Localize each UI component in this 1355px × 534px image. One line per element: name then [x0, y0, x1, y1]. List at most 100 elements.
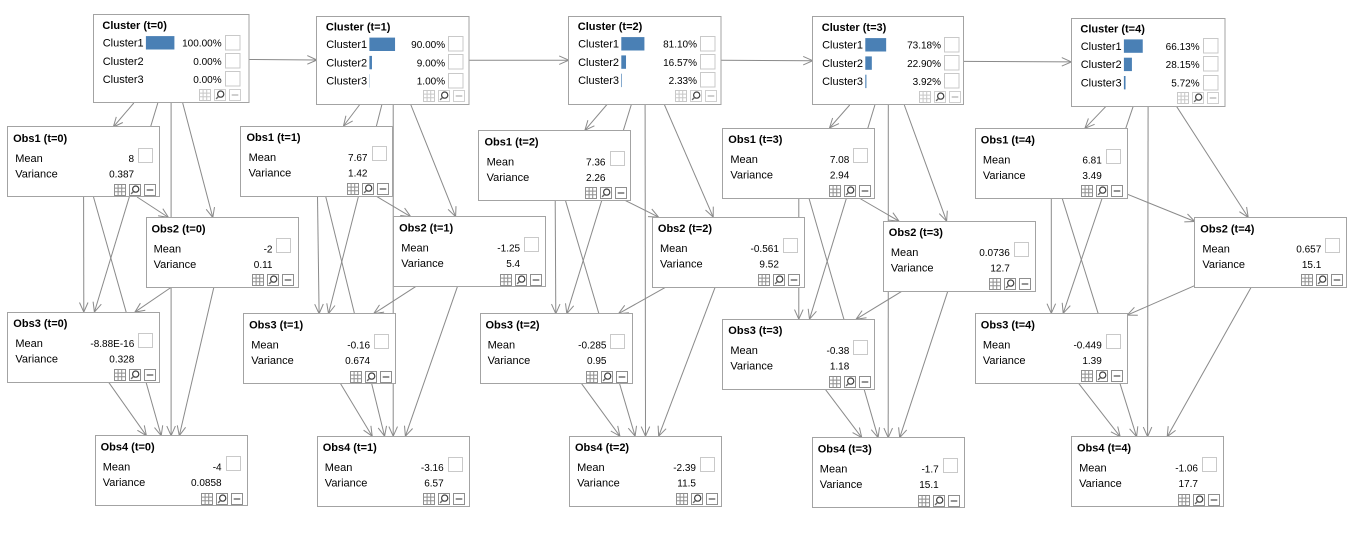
svg-text:Variance: Variance — [730, 361, 773, 373]
svg-text:6.81: 6.81 — [1082, 155, 1102, 166]
svg-text:Variance: Variance — [983, 170, 1026, 182]
svg-text:0.00%: 0.00% — [193, 75, 221, 86]
svg-text:-2: -2 — [264, 245, 273, 256]
svg-text:-1.06: -1.06 — [1175, 464, 1198, 475]
svg-text:Obs1 (t=4): Obs1 (t=4) — [981, 134, 1035, 146]
svg-text:Obs2 (t=4): Obs2 (t=4) — [1200, 223, 1254, 235]
svg-text:7.67: 7.67 — [348, 153, 368, 164]
svg-text:0.674: 0.674 — [345, 356, 370, 367]
svg-text:Cluster3: Cluster3 — [1081, 77, 1122, 89]
svg-text:0.0858: 0.0858 — [191, 478, 222, 489]
svg-text:Mean: Mean — [325, 462, 353, 474]
svg-text:Variance: Variance — [1202, 259, 1245, 271]
svg-text:Variance: Variance — [154, 259, 197, 271]
svg-text:Variance: Variance — [730, 170, 773, 182]
svg-text:73.18%: 73.18% — [907, 41, 941, 52]
svg-text:Variance: Variance — [488, 355, 531, 367]
svg-text:9.00%: 9.00% — [417, 58, 445, 69]
svg-text:Mean: Mean — [15, 338, 43, 350]
svg-text:-3.16: -3.16 — [421, 463, 444, 474]
svg-text:Variance: Variance — [15, 354, 58, 366]
svg-text:28.15%: 28.15% — [1166, 60, 1200, 71]
svg-text:Obs3 (t=0): Obs3 (t=0) — [13, 318, 67, 330]
svg-text:Variance: Variance — [401, 258, 444, 270]
svg-text:Variance: Variance — [249, 168, 292, 180]
svg-text:Obs4 (t=1): Obs4 (t=1) — [323, 442, 377, 454]
svg-text:Cluster1: Cluster1 — [1081, 41, 1122, 53]
svg-text:12.7: 12.7 — [990, 264, 1010, 275]
svg-text:Cluster (t=0): Cluster (t=0) — [102, 20, 167, 32]
svg-text:16.57%: 16.57% — [663, 58, 697, 69]
svg-text:7.08: 7.08 — [830, 155, 850, 166]
svg-text:Variance: Variance — [103, 477, 146, 489]
svg-text:Obs4 (t=4): Obs4 (t=4) — [1077, 443, 1131, 455]
svg-text:-1.7: -1.7 — [921, 465, 939, 476]
svg-text:-0.449: -0.449 — [1073, 340, 1102, 351]
svg-text:Cluster (t=1): Cluster (t=1) — [326, 22, 391, 34]
svg-text:Cluster (t=3): Cluster (t=3) — [822, 22, 887, 34]
svg-text:Obs1 (t=2): Obs1 (t=2) — [485, 136, 539, 148]
svg-text:11.5: 11.5 — [677, 479, 696, 490]
svg-text:Obs3 (t=3): Obs3 (t=3) — [728, 325, 782, 337]
svg-text:Variance: Variance — [15, 169, 58, 181]
svg-text:81.10%: 81.10% — [663, 40, 697, 51]
svg-text:Variance: Variance — [983, 355, 1026, 367]
svg-text:66.13%: 66.13% — [1166, 42, 1200, 53]
svg-text:15.1: 15.1 — [919, 480, 939, 491]
svg-text:Obs1 (t=3): Obs1 (t=3) — [728, 134, 782, 146]
svg-text:Variance: Variance — [577, 478, 620, 490]
svg-text:Obs1 (t=1): Obs1 (t=1) — [247, 132, 301, 144]
svg-text:0.387: 0.387 — [109, 170, 134, 181]
svg-text:6.57: 6.57 — [424, 479, 444, 490]
svg-text:Mean: Mean — [891, 247, 919, 259]
svg-text:Cluster2: Cluster2 — [103, 56, 144, 68]
svg-text:3.49: 3.49 — [1082, 171, 1102, 182]
svg-text:Mean: Mean — [103, 462, 131, 474]
svg-text:2.33%: 2.33% — [669, 76, 697, 87]
svg-text:Cluster (t=2): Cluster (t=2) — [578, 21, 643, 33]
svg-text:Cluster2: Cluster2 — [578, 57, 619, 69]
svg-text:90.00%: 90.00% — [411, 40, 445, 51]
svg-text:1.18: 1.18 — [830, 362, 850, 373]
svg-text:8: 8 — [129, 154, 135, 165]
svg-text:Variance: Variance — [1079, 478, 1122, 490]
svg-text:2.94: 2.94 — [830, 171, 850, 182]
svg-text:Mean: Mean — [401, 243, 429, 255]
svg-text:Cluster3: Cluster3 — [578, 75, 619, 87]
svg-text:3.92%: 3.92% — [913, 77, 941, 88]
svg-text:Mean: Mean — [1079, 463, 1107, 475]
svg-text:Variance: Variance — [660, 259, 703, 271]
svg-text:9.52: 9.52 — [759, 260, 779, 271]
svg-text:2.26: 2.26 — [586, 173, 606, 184]
svg-text:-2.39: -2.39 — [673, 463, 696, 474]
svg-text:Variance: Variance — [891, 263, 934, 275]
svg-text:Mean: Mean — [577, 462, 605, 474]
svg-text:Obs2 (t=0): Obs2 (t=0) — [152, 224, 206, 236]
svg-text:Cluster3: Cluster3 — [326, 76, 367, 88]
svg-text:Mean: Mean — [487, 156, 515, 168]
svg-text:Mean: Mean — [983, 154, 1011, 166]
svg-text:Obs3 (t=1): Obs3 (t=1) — [249, 320, 303, 332]
svg-text:Mean: Mean — [983, 339, 1011, 351]
svg-text:Cluster3: Cluster3 — [822, 76, 863, 88]
svg-text:Mean: Mean — [820, 464, 848, 476]
svg-text:100.00%: 100.00% — [182, 39, 222, 50]
svg-text:0.95: 0.95 — [587, 356, 607, 367]
svg-text:Cluster (t=4): Cluster (t=4) — [1080, 23, 1145, 35]
svg-text:Mean: Mean — [730, 154, 758, 166]
svg-text:Mean: Mean — [730, 345, 758, 357]
svg-text:-8.88E-16: -8.88E-16 — [90, 339, 134, 350]
svg-text:0.328: 0.328 — [109, 355, 134, 366]
svg-text:Cluster1: Cluster1 — [326, 39, 367, 51]
svg-text:0.0736: 0.0736 — [979, 248, 1010, 259]
svg-text:Obs4 (t=0): Obs4 (t=0) — [101, 442, 155, 454]
svg-text:17.7: 17.7 — [1179, 479, 1199, 490]
svg-text:Cluster2: Cluster2 — [1081, 59, 1122, 71]
svg-text:15.1: 15.1 — [1302, 260, 1322, 271]
svg-text:0.657: 0.657 — [1296, 244, 1321, 255]
svg-text:-0.285: -0.285 — [578, 341, 607, 352]
svg-text:1.42: 1.42 — [348, 169, 368, 180]
svg-text:Cluster1: Cluster1 — [822, 40, 863, 52]
svg-text:Obs1 (t=0): Obs1 (t=0) — [13, 133, 67, 145]
svg-text:Mean: Mean — [660, 243, 688, 255]
